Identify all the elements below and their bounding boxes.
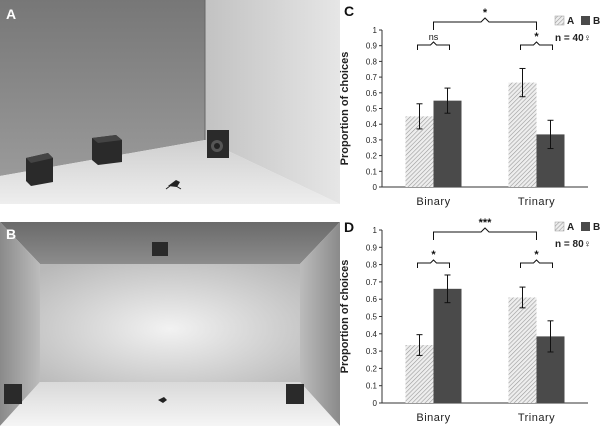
c0-y-tick-label: 0.1 [366,167,378,176]
c1-y-tick-label: 0.4 [366,330,378,339]
c0-y-tick-label: 0.2 [366,152,378,161]
c0-legend-swatch-b [581,16,590,25]
c0-y-tick-label: 0.3 [366,136,378,145]
bar-chart-d: D Proportion of choices 0 0.1 0.2 0.3 0.4 0.5 0… [339,217,600,424]
c1-category-label: Binary [416,412,450,424]
c0-category-label: Binary [416,196,450,208]
c0-y-tick-label: 0.7 [366,73,378,82]
frog-icon [165,180,182,190]
c0-y-tick-label: 0.5 [366,105,378,114]
panel-letter-d: D [344,219,354,235]
c1-y-tick-label: 0.7 [366,278,378,287]
room-a-illustration [0,0,340,204]
c0-y-tick-label: 0.6 [366,89,378,98]
speaker-floor-left [4,384,22,404]
c0-between-significance-bracket [433,17,537,30]
c0-category-label: Trinary [518,196,555,208]
chart-panel-d: D Proportion of choices 0 0.1 0.2 0.3 0.4 0.5 0… [339,216,600,429]
c1-significance-label: * [534,249,539,261]
c0-significance-bracket [520,41,553,50]
frog-icon [158,397,167,403]
c1-y-axis-label: Proportion of choices [339,260,351,374]
c1-y-tick-label: 0.1 [366,382,378,391]
chart-panel-c: C Proportion of choices 0 0.1 0.2 0.3 0.4 0.5 0… [339,0,600,216]
c0-y-tick-label: 1 [373,26,378,35]
speaker-left [26,153,53,186]
c0-y-tick-label: 0.4 [366,120,378,129]
c1-y-tick-label: 0.8 [366,261,378,270]
c0-significance-label: ns [429,32,439,42]
panel-b-room-scene: B [0,222,340,426]
c1-significance-bracket [520,259,553,268]
speaker-floor-right [286,384,304,404]
room-b-illustration [0,222,340,426]
speaker-ceiling [152,242,168,256]
c0-significance-bracket [417,41,450,50]
c0-bar-a-trinary [508,82,537,187]
c0-bar-b-binary [433,100,462,187]
c1-y-tick-label: 1 [373,226,378,235]
c1-significance-label: * [431,249,436,261]
c1-y-tick-label: 0.6 [366,295,378,304]
c1-y-tick-label: 0.3 [366,347,378,356]
c0-legend-swatch-a [554,15,565,26]
c1-legend-label-b: B [593,222,600,233]
c0-y-tick-label: 0.8 [366,57,378,66]
panel-a-room-scene: A [0,0,340,204]
c1-y-tick-label: 0.9 [366,243,378,252]
c0-significance-label: * [534,31,539,43]
c1-between-significance-bracket [433,227,537,240]
c1-between-significance-label: *** [479,217,493,229]
c0-y-tick-label: 0.9 [366,42,378,51]
c0-y-axis-label: Proportion of choices [339,52,351,166]
c0-legend-label-b: B [593,16,600,27]
c1-bar-a-trinary [508,297,537,403]
panel-letter-a: A [6,6,17,22]
c1-bar-b-binary [433,288,462,403]
c1-significance-bracket [417,259,450,268]
c1-y-tick-label: 0.5 [366,313,378,322]
c1-legend-swatch-a [554,221,565,232]
bar-chart-c: C Proportion of choices 0 0.1 0.2 0.3 0.4 0.5 0… [339,3,600,208]
c1-sample-size-label: n = 80♀ [555,239,591,250]
c0-between-significance-label: * [483,7,488,19]
c1-legend-swatch-b [581,222,590,231]
c0-sample-size-label: n = 40♀ [555,33,591,44]
panel-letter-c: C [344,3,354,19]
c0-legend-label-a: A [567,16,574,27]
c1-y-tick-label: 0.2 [366,364,378,373]
speaker-right [207,130,229,158]
c0-y-tick-label: 0 [373,183,378,192]
panel-letter-b: B [6,226,17,242]
speaker-middle [92,135,122,165]
c1-category-label: Trinary [518,412,555,424]
c1-y-tick-label: 0 [373,399,378,408]
c1-legend-label-a: A [567,222,574,233]
